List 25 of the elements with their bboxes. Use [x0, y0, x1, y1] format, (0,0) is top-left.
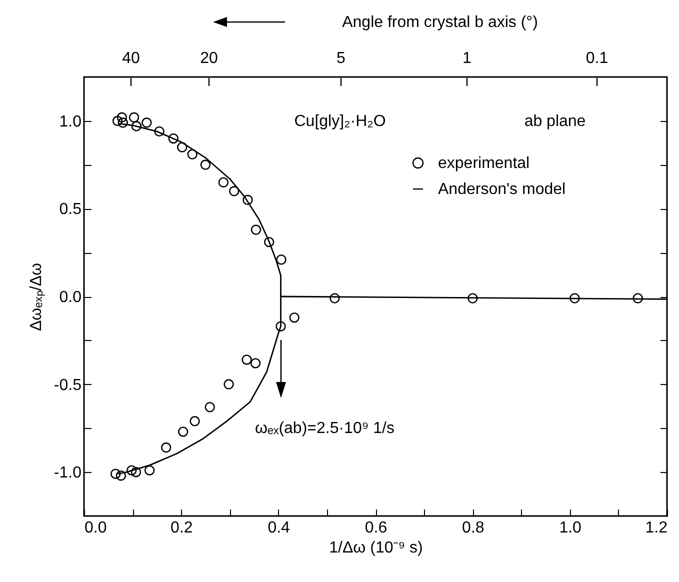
x-tick-label: 0.0 [84, 520, 107, 536]
legend-label: Anderson's model [438, 181, 566, 198]
x-tick-label: 0.4 [268, 520, 290, 536]
y-axis-title: Δωₑₓₚ/Δω [28, 263, 45, 331]
x-tick-label: 0.2 [170, 520, 193, 536]
x-tick-label: 1.2 [645, 520, 668, 536]
text: 20 [200, 50, 218, 67]
x-tick-label: 1.0 [559, 520, 582, 536]
annotation: ab plane [524, 113, 586, 130]
x-axis-title: 1/Δω (10⁻⁹ s) [329, 540, 423, 556]
y-tick-label: -0.5 [54, 376, 82, 394]
text: Angle from crystal b axis (°) [342, 14, 538, 31]
y-tick-label: -1.0 [54, 464, 82, 482]
y-tick-label: 1.0 [59, 113, 82, 130]
text: 1 [462, 50, 472, 67]
x-tick-label: 0.6 [364, 520, 388, 536]
legend-label: experimental [438, 155, 530, 172]
annotation: ωₑₓ(ab)=2.5·10⁹ 1/s [255, 420, 394, 437]
text: 0.1 [586, 50, 608, 67]
text: 5 [336, 50, 346, 67]
y-tick-label: 0.5 [59, 201, 82, 218]
x-tick-label: 0.8 [462, 520, 484, 536]
text: 40 [122, 50, 140, 67]
y-tick-label: 0.0 [59, 289, 82, 306]
annotation: Cu[gly]₂·H₂O [294, 113, 386, 130]
